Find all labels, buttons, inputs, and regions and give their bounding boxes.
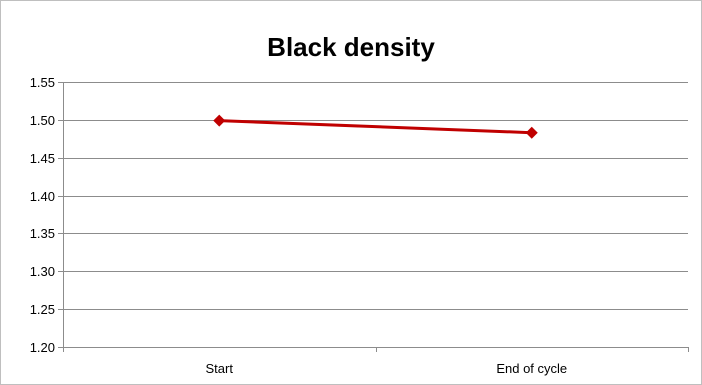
y-tick-label: 1.35 [30,226,55,241]
y-tick-label: 1.25 [30,302,55,317]
y-tick-label: 1.20 [30,340,55,355]
y-tick-label: 1.30 [30,264,55,279]
axes [58,82,689,352]
chart-title: Black density [267,32,435,62]
x-tick-label: Start [206,361,234,376]
x-tick-labels: Start End of cycle [206,361,568,376]
data-point-marker [213,114,226,127]
y-tick-label: 1.45 [30,151,55,166]
y-tick-label: 1.55 [30,75,55,90]
y-tick-label: 1.40 [30,189,55,204]
gridlines [63,82,688,310]
series-layer [213,114,538,139]
y-tick-label: 1.50 [30,113,55,128]
data-point-marker [525,126,538,139]
x-tick-label: End of cycle [496,361,567,376]
series-line [219,119,532,135]
y-tick-labels: 1.20 1.25 1.30 1.35 1.40 1.45 1.50 1.55 [30,75,55,355]
